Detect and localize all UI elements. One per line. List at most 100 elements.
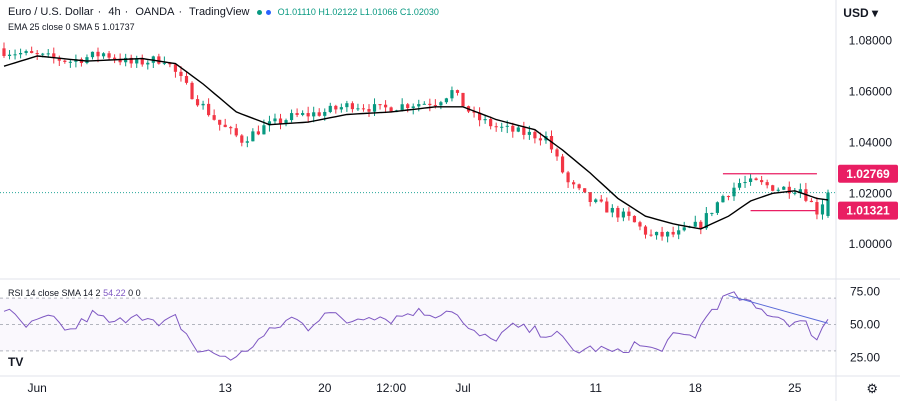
candle-body	[372, 104, 377, 112]
candle-body	[699, 221, 703, 229]
price-tick-label: 1.06000	[849, 85, 893, 99]
candle-body	[30, 51, 34, 54]
candle-body	[472, 111, 476, 113]
candle-body	[666, 231, 670, 237]
candle-body	[18, 52, 23, 55]
ohlc-readout: O1.01110 H1.02122 L1.01066 C1.02030	[277, 7, 439, 17]
candle-body	[168, 62, 172, 65]
rsi-legend[interactable]: RSI 14 close SMA 14 2 54.22 0 0	[8, 288, 141, 298]
candle-body	[726, 196, 731, 198]
candle-body	[289, 113, 294, 121]
candle-body	[195, 99, 200, 106]
candle-body	[406, 104, 410, 109]
candle-body	[7, 54, 12, 56]
candle-body	[135, 58, 139, 64]
support-price-tag	[838, 201, 898, 220]
candle-body	[35, 53, 39, 55]
candle-body	[256, 131, 260, 135]
candle-body	[538, 138, 543, 141]
candle-body	[776, 189, 780, 191]
rsi-tick-label: 50.00	[850, 318, 880, 332]
candle-body	[140, 58, 144, 65]
candle-body	[41, 53, 45, 55]
rsi-tick-label: 75.00	[850, 285, 880, 299]
candle-body	[577, 184, 581, 189]
candle-body	[273, 118, 277, 122]
candle-body	[13, 54, 17, 56]
candle-body	[693, 221, 697, 227]
candle-body	[57, 57, 61, 61]
candle-body	[350, 103, 355, 110]
candle-body	[190, 82, 194, 100]
candle-body	[660, 231, 664, 237]
candle-body	[489, 119, 493, 127]
candle-body	[461, 92, 465, 107]
candle-body	[771, 185, 775, 191]
candle-body	[317, 112, 321, 116]
candle-body	[500, 126, 504, 128]
ema-line	[3, 55, 829, 230]
candle-body	[522, 127, 526, 135]
candle-body	[760, 180, 764, 183]
candle-body	[649, 234, 653, 236]
candle-body	[262, 125, 266, 135]
candle-body	[201, 103, 205, 106]
candle-body	[240, 135, 244, 143]
candle-body	[383, 104, 388, 108]
rsi-line	[3, 291, 829, 361]
candle-body	[157, 56, 161, 64]
candle-body	[599, 199, 603, 202]
candle-body	[583, 188, 587, 193]
candle-body	[638, 222, 642, 227]
time-tick-label: 20	[318, 381, 332, 395]
candle-body	[207, 103, 211, 116]
candle-body	[820, 204, 825, 215]
candle-body	[494, 126, 498, 128]
candle-body	[63, 60, 67, 62]
candle-body	[101, 53, 106, 57]
gear-icon[interactable]: ⚙	[866, 381, 878, 396]
timeframe-label[interactable]: 4h	[108, 6, 121, 18]
candle-body	[715, 202, 719, 213]
candle-body	[422, 103, 426, 105]
price-tick-label: 1.04000	[849, 135, 893, 149]
candle-body	[654, 231, 659, 236]
candle-body	[107, 53, 111, 58]
candle-body	[610, 207, 614, 213]
candle-body	[787, 186, 791, 194]
candle-body	[632, 215, 637, 223]
candle-body	[278, 118, 283, 124]
ema-value: 1.01737	[102, 22, 135, 32]
candle-body	[146, 62, 150, 65]
candle-body	[184, 75, 189, 83]
price-tick-label: 1.08000	[849, 34, 893, 48]
candle-body	[782, 186, 786, 190]
candle-body	[24, 51, 28, 53]
candle-body	[555, 149, 559, 157]
candle-body	[516, 127, 520, 132]
candle-body	[267, 121, 272, 126]
candle-body	[594, 199, 598, 203]
candle-body	[323, 111, 327, 116]
rsi-trendline	[728, 295, 829, 324]
currency-label[interactable]: USD ▾	[843, 6, 878, 20]
time-tick-label: 13	[219, 381, 233, 395]
candle-body	[124, 57, 128, 63]
symbol-name[interactable]: Euro / U.S. Dollar	[8, 6, 94, 18]
candle-body	[339, 107, 343, 110]
candle-body	[245, 141, 249, 143]
time-tick-label: 11	[589, 381, 602, 395]
candle-body	[251, 131, 255, 142]
status-dot-icon	[256, 9, 262, 15]
candle-body	[68, 61, 72, 63]
candle-body	[627, 211, 631, 216]
candle-body	[616, 207, 620, 218]
time-tick-label: 12:00	[376, 381, 406, 395]
candle-body	[677, 230, 681, 235]
ema-legend[interactable]: EMA 25 close 0 SMA 5 1.01737	[8, 22, 135, 32]
candle-body	[46, 53, 50, 55]
chevron-down-icon: ▾	[868, 6, 878, 20]
candle-body	[428, 103, 432, 106]
candle-body	[439, 102, 443, 106]
